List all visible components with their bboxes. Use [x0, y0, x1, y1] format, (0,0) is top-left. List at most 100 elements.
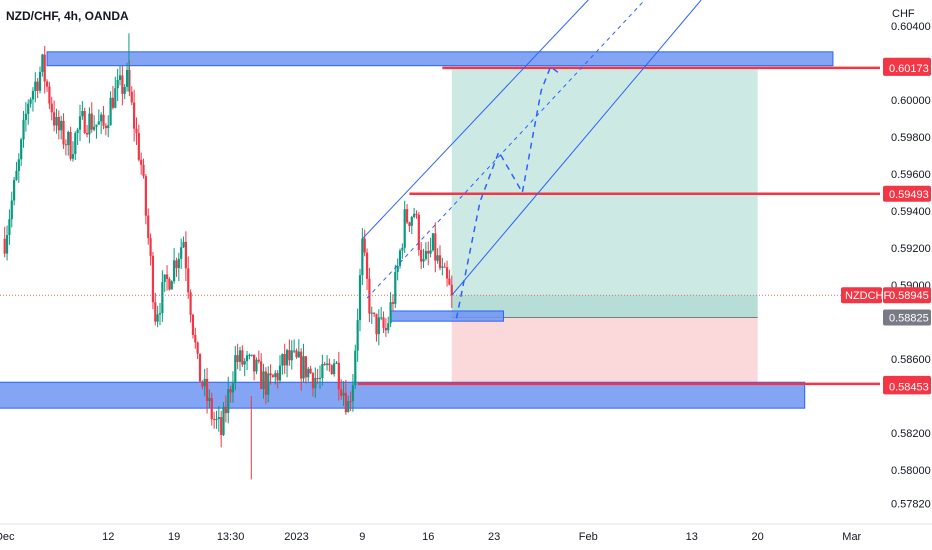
x-tick-label: Feb — [579, 531, 598, 543]
candle-body — [351, 385, 355, 402]
candle-body — [135, 128, 138, 134]
candle-body — [36, 81, 39, 91]
candle — [413, 207, 416, 219]
candle-body — [22, 119, 25, 140]
candle — [283, 343, 286, 374]
price-badge — [883, 378, 931, 395]
candle — [71, 141, 75, 162]
candle — [180, 238, 183, 269]
candle — [344, 379, 347, 415]
candle-body — [328, 363, 331, 366]
candle — [161, 270, 164, 322]
candle — [424, 242, 427, 261]
candle-body — [147, 215, 150, 239]
channel-mid-line — [366, 0, 646, 299]
candle — [384, 318, 387, 337]
candle — [116, 68, 119, 102]
candle — [208, 389, 211, 409]
candle-body — [316, 377, 319, 379]
candle — [203, 368, 206, 397]
candle-body — [210, 398, 213, 420]
candle-body — [335, 362, 338, 364]
candle — [74, 131, 77, 161]
candle — [135, 117, 138, 145]
candle-body — [241, 350, 244, 365]
candle — [62, 113, 65, 149]
candle-body — [161, 282, 164, 314]
candle — [78, 104, 82, 142]
candle — [370, 306, 373, 324]
candle-body — [57, 116, 60, 131]
candle-body — [245, 355, 249, 362]
candle — [109, 91, 112, 126]
candle-body — [427, 251, 430, 254]
candle — [34, 72, 37, 103]
candle-body — [344, 392, 347, 413]
candle-body — [295, 350, 298, 358]
candle — [264, 367, 267, 405]
candle — [154, 292, 157, 326]
candle-body — [410, 217, 413, 226]
candle-body — [217, 417, 220, 420]
candle — [323, 361, 326, 366]
candle-body — [314, 377, 317, 389]
candle — [295, 348, 298, 359]
candle-body — [8, 219, 11, 236]
candle — [248, 353, 251, 360]
candle — [311, 372, 315, 397]
candle-body — [264, 371, 267, 395]
candle-body — [227, 389, 230, 414]
candle-body — [17, 159, 20, 171]
candle — [76, 127, 79, 146]
candle — [201, 380, 204, 390]
candle-body — [222, 406, 225, 435]
candle-body — [50, 103, 53, 113]
candle-body — [309, 368, 312, 374]
candle — [81, 101, 84, 120]
x-tick-label: 13 — [686, 531, 698, 543]
candle — [41, 53, 44, 77]
candle — [271, 373, 275, 378]
candle-body — [123, 86, 126, 94]
candle — [281, 353, 284, 375]
price-badge — [883, 287, 931, 304]
candle — [97, 109, 100, 125]
candle-body — [330, 365, 333, 375]
candle-body — [144, 176, 147, 216]
candle-body — [224, 406, 227, 414]
candle — [17, 153, 20, 183]
candle — [398, 248, 402, 269]
candle — [288, 339, 291, 366]
candle — [36, 78, 39, 99]
candle — [342, 381, 345, 407]
candle-body — [203, 378, 206, 387]
candle-body — [365, 252, 369, 279]
candle-body — [60, 120, 63, 131]
candle-body — [349, 401, 352, 403]
candle-body — [220, 417, 223, 435]
candle-body — [431, 233, 435, 251]
candle — [215, 410, 218, 429]
candle-body — [90, 113, 93, 130]
candle-body — [434, 233, 437, 261]
candle-body — [387, 323, 390, 331]
candle-body — [20, 139, 23, 160]
label-60173: 0.60173 — [883, 59, 931, 76]
candle-body — [384, 327, 387, 331]
candle-body — [285, 350, 289, 366]
candle-body — [191, 314, 195, 335]
candle — [358, 268, 362, 332]
candle-body — [213, 419, 216, 421]
candle — [325, 355, 329, 371]
candle — [158, 303, 162, 326]
candle-body — [137, 133, 140, 160]
candle-body — [269, 373, 272, 376]
candle — [194, 327, 197, 349]
candle — [121, 65, 124, 106]
candle-body — [24, 113, 27, 120]
candle — [184, 231, 187, 282]
candle — [450, 275, 453, 308]
candle-body — [67, 131, 70, 146]
